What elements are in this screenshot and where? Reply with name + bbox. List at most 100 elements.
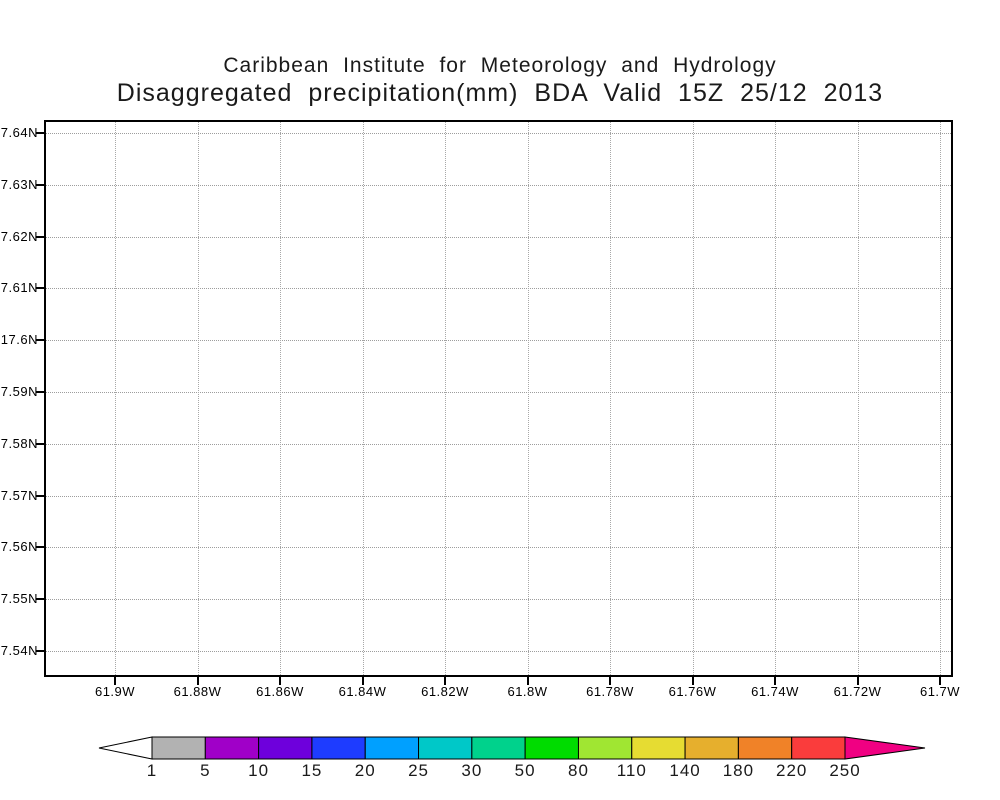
x-tick-label: 61.84W (338, 684, 387, 699)
x-tick-label: 61.88W (173, 684, 222, 699)
colorbar-segment (737, 736, 793, 760)
y-tick-label: 7.56N (0, 539, 38, 555)
x-tick (196, 677, 199, 685)
colorbar-tick-label: 5 (200, 761, 211, 780)
colorbar-segment (204, 736, 260, 760)
y-tick-label: 17.6N (0, 332, 38, 348)
colorbar-tick-label: 80 (567, 761, 589, 780)
x-gridline (610, 122, 611, 675)
x-gridline (527, 122, 529, 675)
x-tick (939, 677, 941, 685)
y-tick-label: 7.59N (0, 384, 38, 399)
x-tick (361, 677, 364, 685)
x-tick (114, 677, 116, 685)
colorbar-segment (364, 736, 420, 760)
y-gridline (46, 547, 951, 549)
x-gridline (857, 122, 859, 675)
y-gridline (46, 340, 951, 342)
colorbar-tick-label: 110 (616, 761, 647, 780)
y-tick (36, 391, 45, 393)
colorbar-segment (471, 736, 526, 760)
x-tick-label: 61.9W (94, 684, 136, 699)
y-tick (36, 339, 45, 342)
x-tick-label: 61.7W (919, 684, 961, 699)
y-tick (36, 546, 45, 549)
y-tick-label: 7.64N (0, 125, 38, 140)
colorbar-segment (418, 736, 473, 760)
y-gridline (46, 288, 951, 290)
y-tick (36, 442, 45, 445)
y-gridline (46, 133, 951, 134)
x-tick-label: 61.76W (668, 684, 717, 699)
colorbar-segment (791, 736, 846, 760)
colorbar-left-arrow (98, 736, 153, 760)
colorbar-tick-label: 1 (146, 761, 158, 780)
y-gridline (46, 495, 951, 497)
colorbar-segment (577, 736, 633, 760)
colorbar-segment (258, 736, 313, 760)
x-tick (774, 677, 776, 685)
colorbar (98, 736, 926, 760)
x-tick (856, 677, 859, 685)
x-tick-label: 61.78W (586, 684, 634, 699)
x-gridline (775, 122, 776, 675)
colorbar-tick-label: 10 (248, 761, 270, 780)
y-tick-label: 7.54N (0, 643, 38, 658)
x-tick (279, 677, 281, 685)
colorbar-tick-label: 15 (301, 761, 323, 780)
y-tick-label: 7.55N (0, 591, 38, 607)
chart-title: Disaggregated precipitation(mm) BDA Vali… (116, 79, 884, 107)
x-gridline (280, 122, 281, 675)
colorbar-tick-label: 140 (669, 761, 701, 780)
x-tick (691, 677, 694, 685)
x-tick (444, 677, 446, 685)
x-gridline (940, 122, 941, 675)
colorbar-tick-label: 250 (829, 761, 861, 780)
colorbar-segment (631, 736, 686, 760)
y-gridline (46, 392, 951, 393)
y-tick-label: 7.61N (0, 280, 38, 296)
x-gridline (197, 122, 199, 675)
colorbar-tick-label: 50 (514, 761, 536, 780)
y-tick (36, 132, 45, 134)
x-tick (609, 677, 611, 685)
y-tick (36, 235, 45, 238)
y-tick (36, 287, 45, 290)
y-tick-label: 7.63N (0, 176, 38, 192)
colorbar-tick-label: 25 (408, 761, 429, 780)
colorbar-tick-label: 180 (722, 761, 755, 780)
colorbar-segment (151, 736, 206, 760)
y-gridline (46, 443, 951, 445)
x-tick-label: 61.8W (507, 684, 548, 699)
plot-frame (44, 120, 953, 677)
x-tick (526, 677, 529, 685)
y-tick-label: 7.62N (0, 228, 38, 244)
x-gridline (115, 122, 116, 675)
colorbar-right-arrow (844, 736, 926, 760)
y-gridline (46, 651, 951, 652)
x-tick-label: 61.72W (833, 684, 882, 699)
x-gridline (692, 122, 694, 675)
colorbar-tick-label: 220 (776, 761, 808, 780)
y-tick (36, 183, 45, 186)
x-tick-label: 61.82W (421, 684, 469, 699)
x-tick-label: 61.74W (751, 684, 799, 699)
x-tick-label: 61.86W (256, 684, 304, 699)
y-gridline (46, 599, 951, 601)
y-tick (36, 650, 45, 652)
x-gridline (362, 122, 364, 675)
chart-supertitle: Caribbean Institute for Meteorology and … (223, 54, 777, 77)
y-tick-label: 7.57N (0, 487, 38, 503)
colorbar-segment (684, 736, 739, 760)
colorbar-tick-label: 30 (461, 761, 483, 780)
colorbar-segment (311, 736, 366, 760)
y-tick-label: 7.58N (0, 435, 38, 451)
y-gridline (46, 184, 951, 186)
y-tick (36, 494, 45, 497)
y-tick (36, 598, 45, 601)
colorbar-tick-label: 20 (354, 761, 376, 780)
colorbar-segment (524, 736, 579, 760)
y-gridline (46, 236, 951, 238)
x-gridline (445, 122, 446, 675)
